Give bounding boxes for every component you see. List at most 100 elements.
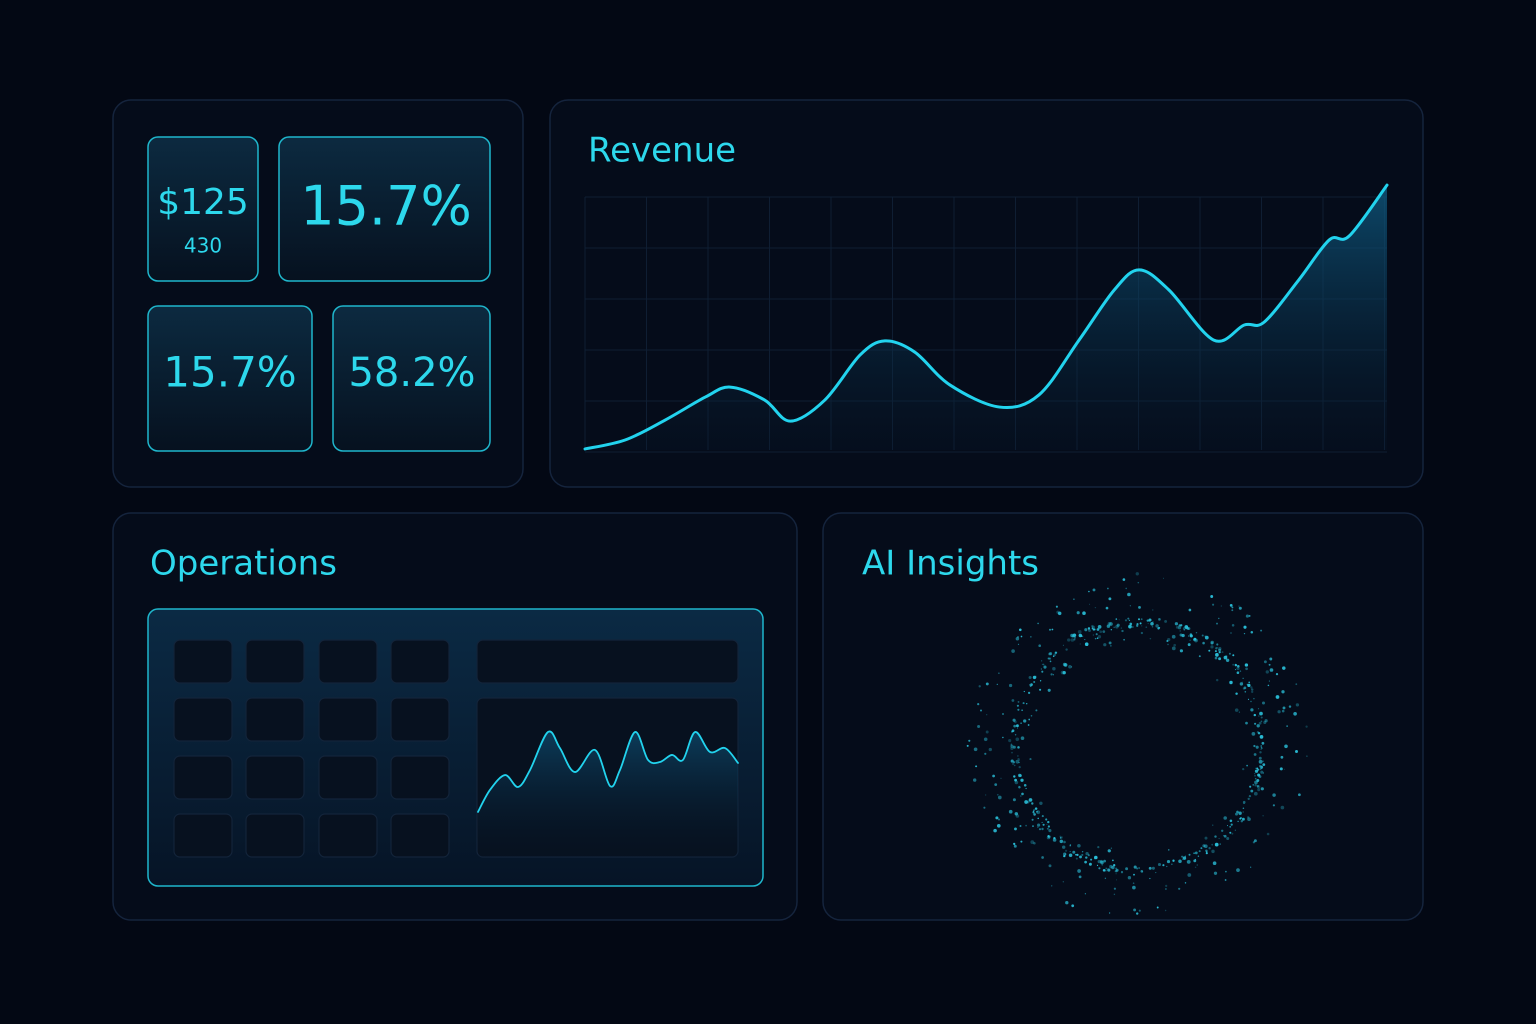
particle [1137,581,1140,584]
cell [173,697,233,742]
particle [1179,630,1181,632]
particle [1096,864,1099,867]
particle [1136,867,1139,870]
particle [1127,592,1131,597]
particle [1230,632,1232,634]
particle [1020,722,1022,725]
particle [985,730,989,734]
particle [1230,823,1233,826]
particle [1115,625,1119,629]
particle [1167,643,1169,646]
particle [1218,837,1220,840]
particle [1063,852,1067,856]
particle [1071,635,1075,638]
particle [1223,816,1227,820]
particle [1033,809,1036,812]
particle [1085,856,1088,859]
particle [1220,605,1222,607]
particle [1034,807,1038,810]
particle [1015,724,1019,728]
particle [1283,768,1285,770]
particle [1037,823,1041,827]
particle [1018,628,1022,632]
particle [1106,624,1111,628]
particle [1030,715,1033,717]
particle [1103,859,1106,863]
particle [1253,839,1257,843]
particle [1029,685,1032,687]
particle [1109,864,1113,869]
particle [1256,785,1260,788]
particle [1068,853,1073,858]
particle [968,739,971,742]
particle [1306,755,1308,757]
particle [1249,785,1252,788]
particle [1048,657,1052,660]
particle [1256,767,1259,770]
particle [1025,824,1027,827]
particle [1183,629,1185,631]
particle [1174,622,1179,626]
particle [1177,625,1182,630]
particle [1182,859,1183,860]
particle [1052,666,1056,671]
particle [1138,909,1141,912]
particle [1048,829,1052,833]
particle [1140,618,1143,621]
particle [1107,587,1109,590]
particle [1229,831,1232,834]
particle [1092,588,1096,592]
particle [1020,778,1024,782]
particle [992,774,995,778]
particle [1019,825,1022,827]
particle [1081,850,1084,853]
particle [1040,668,1042,670]
particle [1097,625,1102,629]
particle [1017,758,1020,761]
particle [996,683,998,686]
particle [1165,884,1168,888]
particle [1234,663,1238,667]
kpi-sublabel: 430 [184,234,222,258]
particle [1253,791,1258,796]
particle [1102,868,1106,872]
particle [1226,837,1230,840]
particle [1221,829,1224,832]
particle [1281,709,1285,713]
particle [1013,764,1016,767]
particle [1244,691,1247,693]
particle [1136,624,1139,627]
particle [1214,835,1217,838]
particle [1023,690,1025,693]
particle [1218,647,1222,651]
particle [1146,619,1149,622]
particle [1099,859,1103,863]
particle [1229,604,1233,607]
particle [1238,811,1242,815]
particle [1028,798,1033,802]
particle [1238,605,1240,607]
particle [1017,746,1020,749]
particle [1204,635,1209,640]
particle [1121,871,1123,873]
particle [1239,816,1243,820]
particle [1257,731,1261,735]
particle [1164,888,1167,890]
particle [1074,637,1076,639]
particle [1214,842,1219,847]
particle [1236,666,1240,671]
particle [1014,734,1017,736]
particle [1077,869,1081,873]
particle [1265,670,1269,674]
particle [1020,795,1022,797]
particle [1229,680,1233,685]
particle [1272,804,1275,807]
particle [1229,825,1232,828]
particle [1140,631,1144,635]
particle [1235,692,1238,695]
particle [1051,885,1053,887]
particle [1059,837,1062,839]
particle [1073,598,1075,601]
